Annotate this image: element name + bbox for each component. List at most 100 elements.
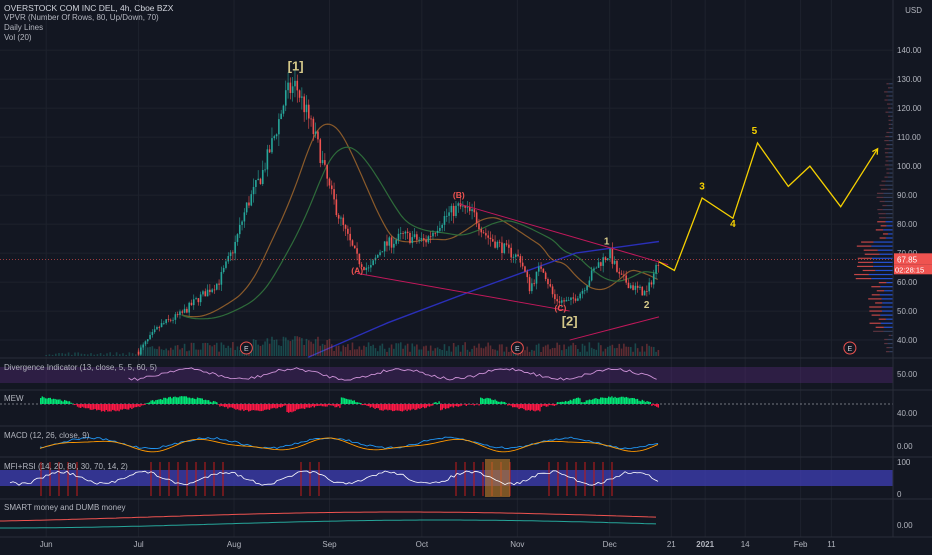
mew-bar (547, 404, 548, 406)
mew-bar (218, 404, 219, 405)
mew-bar (480, 398, 481, 404)
volume-bar (609, 346, 611, 356)
mew-bar (165, 398, 166, 404)
candle (336, 199, 338, 215)
mew-bar (598, 399, 599, 404)
vpvr-up-bar (888, 160, 893, 161)
mew-bar (392, 404, 393, 411)
candle (448, 212, 450, 216)
wave-label: 4 (730, 219, 736, 230)
volume-bar (561, 350, 563, 356)
mew-bar (542, 404, 543, 406)
candle (575, 299, 577, 301)
volume-bar (632, 352, 634, 356)
mew-bar (578, 398, 579, 404)
mew-bar (270, 404, 271, 409)
candle (471, 209, 473, 211)
mew-bar (595, 398, 596, 404)
mew-bar (432, 404, 433, 405)
candle (513, 257, 515, 258)
volume-bar (292, 340, 294, 356)
mew-bar (179, 396, 180, 404)
vpvr-down-bar (870, 323, 881, 324)
macd-pane-label[interactable]: MACD (12, 26, close, 9) (4, 431, 89, 440)
mew-bar (330, 404, 331, 405)
vpvr-down-bar (889, 128, 891, 129)
volume-bar (195, 350, 197, 356)
volume-bar (533, 351, 535, 356)
mew-bar (522, 404, 523, 408)
vpvr-down-bar (876, 229, 883, 230)
mew-bar (483, 399, 484, 404)
mew-bar (154, 401, 155, 404)
vpvr-down-bar (886, 132, 889, 133)
mew-bar (384, 404, 385, 410)
mew-bar (274, 404, 275, 408)
volume-bar (648, 346, 650, 356)
divergence-pane-label[interactable]: Divergence Indicator (13, close, 5, 5, 6… (4, 363, 157, 372)
volume-bar (319, 346, 321, 356)
vpvr-up-bar (889, 351, 893, 352)
candle (329, 179, 331, 186)
mew-bar (427, 404, 428, 406)
candle (439, 228, 441, 231)
candle (179, 311, 181, 315)
volume-bar (230, 348, 232, 356)
mew-bar (304, 404, 305, 409)
mew-bar (357, 402, 358, 404)
mew-bar (160, 399, 161, 404)
mew-bar (386, 404, 387, 410)
mew-bar (206, 400, 207, 404)
candle (237, 234, 239, 242)
mew-bar (587, 400, 588, 404)
volume-bar (503, 352, 505, 356)
candle (402, 233, 404, 234)
mew-bar (379, 404, 380, 410)
vpvr-down-bar (885, 164, 889, 165)
vpvr-down-bar (886, 351, 889, 352)
volume-bar (637, 348, 639, 356)
mew-bar (365, 404, 366, 405)
vpvr-up-bar (884, 331, 893, 332)
candle (202, 291, 204, 294)
mfi-rsi-pane-label[interactable]: MFI+RSI (14, 20, 80, 30, 70, 14, 2) (4, 462, 128, 471)
mew-bar (269, 404, 270, 410)
mfi-rsi-signal-bar (204, 462, 206, 496)
volume-bar (579, 352, 581, 356)
mew-bar (64, 400, 65, 404)
mew-bar (86, 404, 87, 408)
mew-bar (168, 397, 169, 404)
volume-bar (345, 347, 347, 356)
daily-lines-legend[interactable]: Daily Lines (4, 23, 43, 33)
mew-bar (381, 404, 382, 410)
candle (271, 138, 273, 152)
vpvr-down-bar (872, 294, 880, 295)
candle (372, 260, 374, 265)
vpvr-legend[interactable]: VPVR (Number Of Rows, 80, Up/Down, 70) (4, 13, 159, 23)
volume-legend[interactable]: Vol (20) (4, 33, 32, 43)
mew-bar (286, 404, 287, 412)
candle (221, 272, 223, 285)
volume-bar (45, 355, 47, 356)
mew-pane-label[interactable]: MEW (4, 394, 24, 403)
volume-bar (116, 352, 118, 356)
mew-bar (224, 404, 225, 407)
price-tick-label: 80.00 (897, 220, 918, 229)
mew-bar (435, 402, 436, 404)
volume-bar (315, 339, 317, 356)
mew-bar (194, 399, 195, 404)
mew-bar (523, 404, 524, 409)
volume-bar (135, 354, 137, 356)
smart-money-pane-label[interactable]: SMART money and DUMB money (4, 503, 126, 512)
mew-bar (419, 404, 420, 409)
vpvr-up-bar (887, 189, 893, 190)
mew-bar (389, 404, 390, 410)
vpvr-up-bar (886, 205, 893, 206)
volume-bar (264, 341, 266, 356)
mew-bar (594, 399, 595, 404)
candle (533, 283, 535, 284)
candle (241, 221, 243, 224)
vpvr-up-bar (889, 164, 893, 165)
candle (227, 256, 229, 261)
